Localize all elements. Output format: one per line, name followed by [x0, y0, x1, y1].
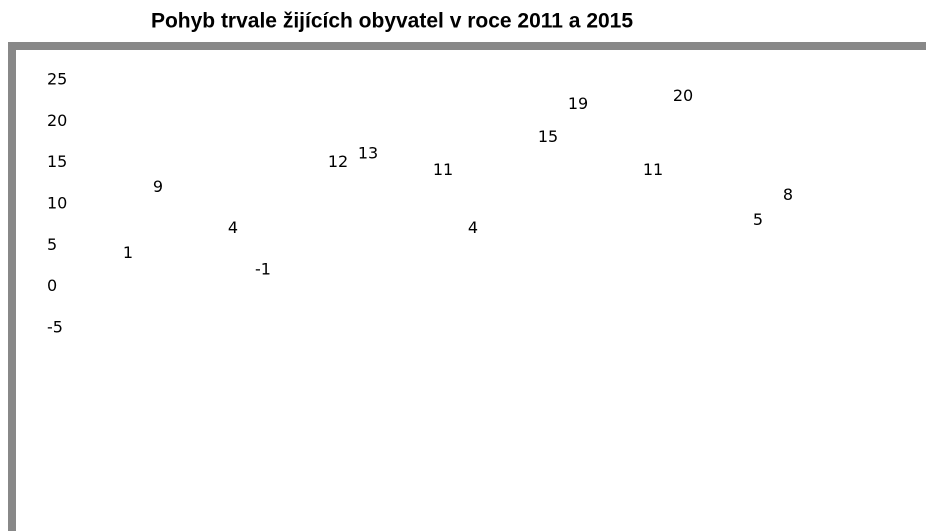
y-tick-label: 5 — [47, 235, 57, 254]
y-tick-label: 25 — [47, 70, 67, 89]
plot-area — [16, 50, 926, 531]
data-label: 9 — [153, 177, 163, 196]
data-label: 13 — [358, 144, 378, 163]
data-label: -1 — [255, 259, 271, 278]
y-tick-label: -5 — [47, 318, 63, 337]
y-tick-label: 0 — [47, 276, 57, 295]
y-tick-label: 15 — [47, 152, 67, 171]
data-label: 5 — [753, 210, 763, 229]
data-label: 15 — [538, 127, 558, 146]
data-label: 11 — [433, 160, 453, 179]
data-label: 4 — [468, 218, 478, 237]
chart-title: Pohyb trvale žijících obyvatel v roce 20… — [151, 10, 633, 33]
data-label: 12 — [328, 152, 348, 171]
data-label: 4 — [228, 218, 238, 237]
data-label: 8 — [783, 185, 793, 204]
data-label: 11 — [643, 160, 663, 179]
y-tick-label: 10 — [47, 194, 67, 213]
data-label: 19 — [568, 94, 588, 113]
data-label: 1 — [123, 243, 133, 262]
data-label: 20 — [673, 86, 693, 105]
y-tick-label: 20 — [47, 111, 67, 130]
